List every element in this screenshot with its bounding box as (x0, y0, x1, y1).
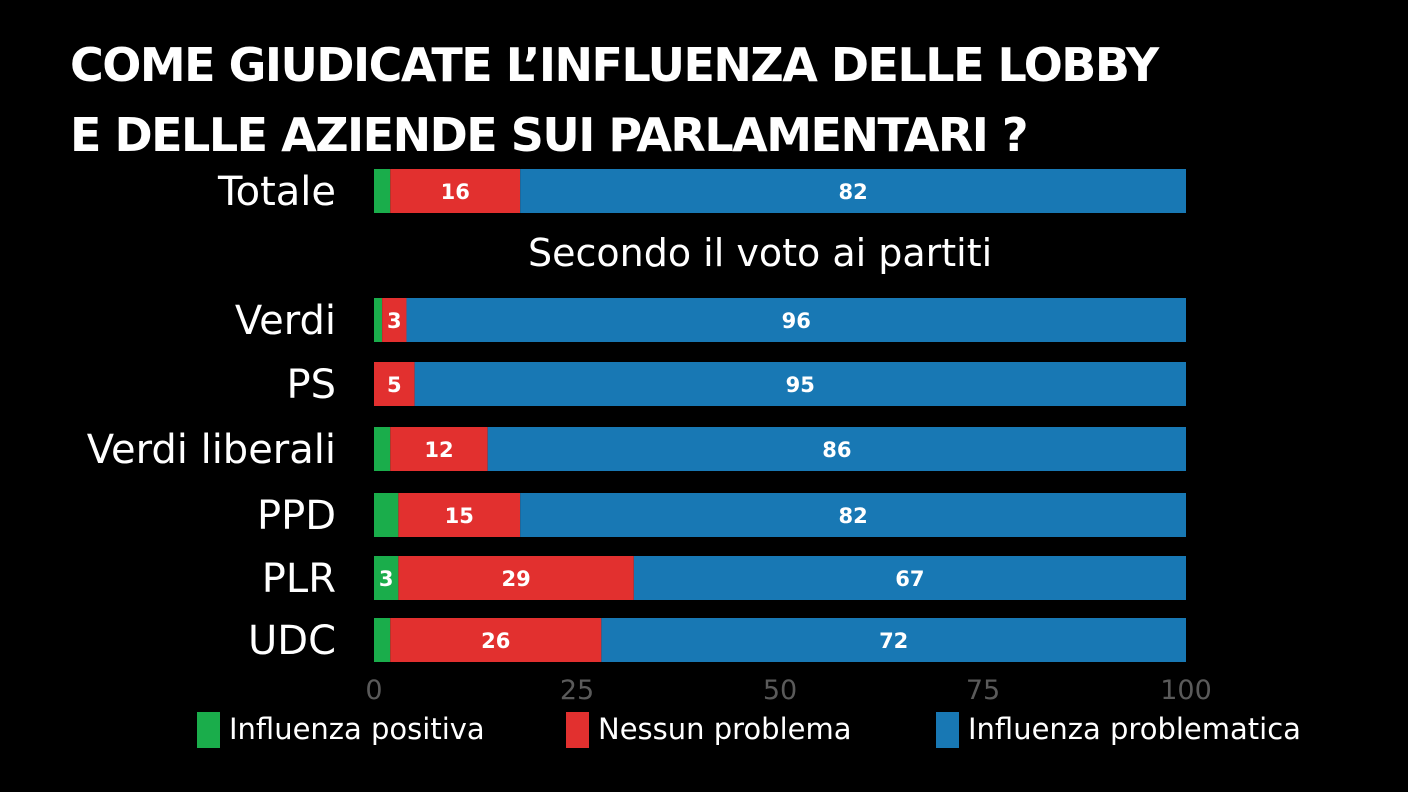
legend-label-problematica: Influenza problematica (968, 712, 1301, 746)
category-label-ppd: PPD (257, 493, 336, 539)
data-label-verdi-liberali-influenza-problematica: 86 (822, 438, 851, 462)
data-label-totale-nessun-problema: 16 (441, 180, 470, 204)
legend-label-positiva: Influenza positiva (229, 712, 485, 746)
bar-plr-nessun-problema (398, 556, 634, 600)
bar-totale-nessun-problema (390, 169, 521, 213)
data-label-plr-influenza-problematica: 67 (895, 567, 924, 591)
x-tick-100: 100 (1160, 675, 1212, 706)
legend-swatch-positiva (197, 712, 220, 748)
data-label-udc-influenza-problematica: 72 (879, 629, 908, 653)
data-label-verdi-liberali-nessun-problema: 12 (424, 438, 453, 462)
x-tick-75: 75 (966, 675, 1000, 706)
bar-plr-influenza-problematica (633, 556, 1186, 600)
bar-udc-influenza-problematica (601, 618, 1186, 662)
bar-ps-influenza-problematica (414, 362, 1187, 406)
bar-ppd-influenza-problematica (520, 493, 1186, 537)
category-label-totale: Totale (217, 169, 336, 215)
bar-totale-influenza-positiva (374, 169, 391, 213)
category-label-udc: UDC (248, 618, 336, 664)
bar-ppd-nessun-problema (398, 493, 521, 537)
bar-udc-influenza-positiva (374, 618, 391, 662)
category-label-plr: PLR (262, 556, 336, 602)
data-label-verdi-nessun-problema: 3 (387, 309, 402, 333)
data-label-plr-nessun-problema: 29 (501, 567, 530, 591)
x-tick-25: 25 (560, 675, 594, 706)
data-label-totale-influenza-problematica: 82 (838, 180, 867, 204)
bar-udc-nessun-problema (390, 618, 602, 662)
bar-verdi-influenza-problematica (406, 298, 1187, 342)
bar-ppd-influenza-positiva (374, 493, 399, 537)
chart-title-line-2: E DELLE AZIENDE SUI PARLAMENTARI ? (70, 108, 1029, 162)
category-label-ps: PS (286, 362, 336, 408)
x-tick-0: 0 (365, 675, 382, 706)
category-label-verdi-liberali: Verdi liberali (87, 427, 336, 473)
chart-title-line-1: COME GIUDICATE L’INFLUENZA DELLE LOBBY (70, 38, 1159, 92)
data-label-ppd-nessun-problema: 15 (445, 504, 474, 528)
x-tick-50: 50 (763, 675, 797, 706)
bar-verdi-liberali-nessun-problema (390, 427, 488, 471)
category-label-verdi: Verdi (235, 298, 336, 344)
data-label-udc-nessun-problema: 26 (481, 629, 510, 653)
bar-totale-influenza-problematica (520, 169, 1186, 213)
data-label-ps-nessun-problema: 5 (387, 373, 402, 397)
data-label-ppd-influenza-problematica: 82 (838, 504, 867, 528)
legend-swatch-nessun-problema (566, 712, 589, 748)
data-label-verdi-influenza-problematica: 96 (782, 309, 811, 333)
bar-verdi-liberali-influenza-positiva (374, 427, 391, 471)
legend-swatch-problematica (936, 712, 959, 748)
legend-label-nessun-problema: Nessun problema (598, 712, 852, 746)
chart-subtitle: Secondo il voto ai partiti (528, 231, 993, 275)
bar-verdi-nessun-problema (382, 298, 407, 342)
bar-ps-nessun-problema (374, 362, 415, 406)
bar-plr-influenza-positiva (374, 556, 399, 600)
data-label-plr-influenza-positiva: 3 (379, 567, 394, 591)
data-label-ps-influenza-problematica: 95 (786, 373, 815, 397)
bar-verdi-liberali-influenza-problematica (487, 427, 1186, 471)
bar-verdi-influenza-positiva (374, 298, 383, 342)
